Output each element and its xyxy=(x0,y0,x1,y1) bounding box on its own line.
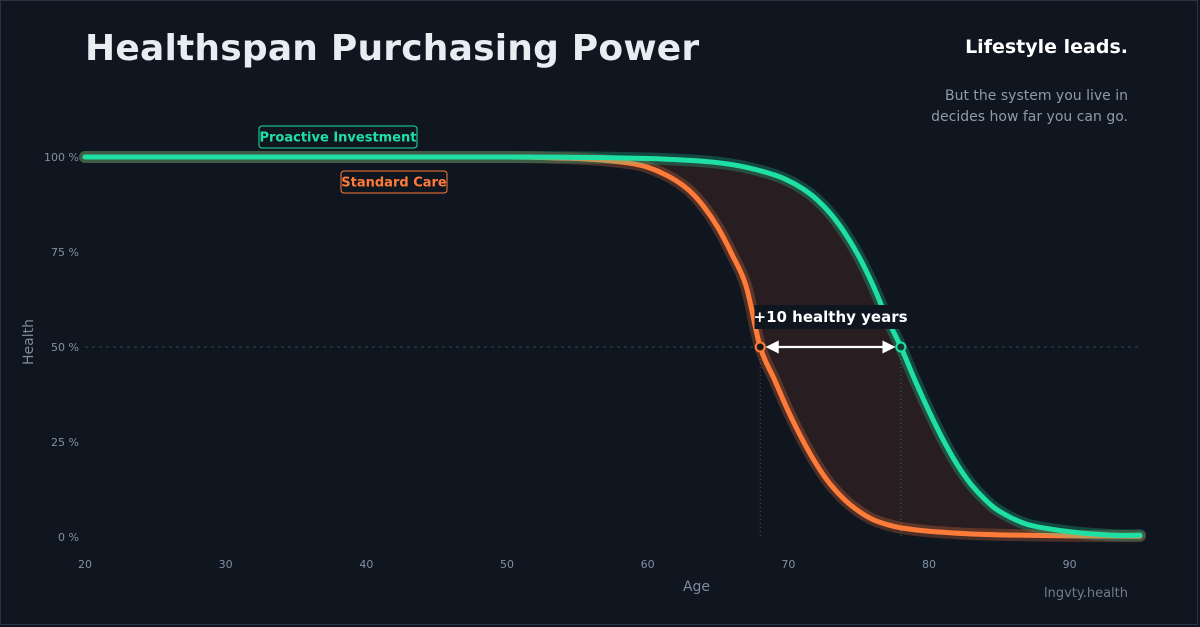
series-tag-standard: Standard Care xyxy=(340,170,448,194)
x-axis-label: Age xyxy=(683,579,710,595)
series-glow xyxy=(79,150,1146,542)
headline-lead: Lifestyle leads. xyxy=(965,36,1128,58)
series-labels-layer: Proactive Investment Standard Care xyxy=(258,125,448,194)
gap-area-layer xyxy=(85,157,1140,537)
annotation-layer: +10 healthy years xyxy=(754,305,908,354)
point-proactive-50 xyxy=(895,341,907,353)
series-line-proactive xyxy=(82,154,1143,538)
x-tick-label: 20 xyxy=(78,558,92,571)
x-tick-label: 40 xyxy=(359,558,373,571)
x-tick-label: 30 xyxy=(219,558,233,571)
series-tag-box xyxy=(258,125,418,149)
y-axis-label: Health xyxy=(21,319,37,365)
annotation-background xyxy=(754,305,907,329)
series-tag-box xyxy=(340,170,448,194)
y-tick-label: 25 % xyxy=(51,436,79,449)
series-tag-proactive: Proactive Investment xyxy=(258,125,418,149)
y-tick-label: 75 % xyxy=(51,246,79,259)
series-tag-label: Standard Care xyxy=(341,176,447,191)
point-standard-50 xyxy=(754,341,766,353)
x-tick-label: 50 xyxy=(500,558,514,571)
y-tick-label: 100 % xyxy=(44,151,79,164)
subtitle-line-1: But the system you live in xyxy=(945,88,1128,104)
annotation-label: +10 healthy years xyxy=(754,308,908,326)
chart-subtitle: But the system you live in decides how f… xyxy=(828,86,1128,128)
y-tick-label: 50 % xyxy=(51,341,79,354)
chart-title: Healthspan Purchasing Power xyxy=(85,28,700,69)
source-watermark: lngvty.health xyxy=(1043,586,1128,601)
x-tick-label: 90 xyxy=(1063,558,1077,571)
y-tick-label: 0 % xyxy=(58,531,79,544)
guide-lines-layer xyxy=(85,346,1140,537)
x-tick-label: 80 xyxy=(922,558,936,571)
subtitle-line-2: decides how far you can go. xyxy=(931,109,1128,125)
series-tag-label: Proactive Investment xyxy=(259,131,416,146)
gap-area xyxy=(85,157,1140,537)
series-layer xyxy=(79,150,1146,543)
x-tick-label: 60 xyxy=(641,558,655,571)
axes-layer: 0 % 25 % 50 % 75 % 100 % 20 30 40 50 60 70 80 90 Age H… xyxy=(21,151,1077,595)
x-tick-label: 70 xyxy=(781,558,795,571)
